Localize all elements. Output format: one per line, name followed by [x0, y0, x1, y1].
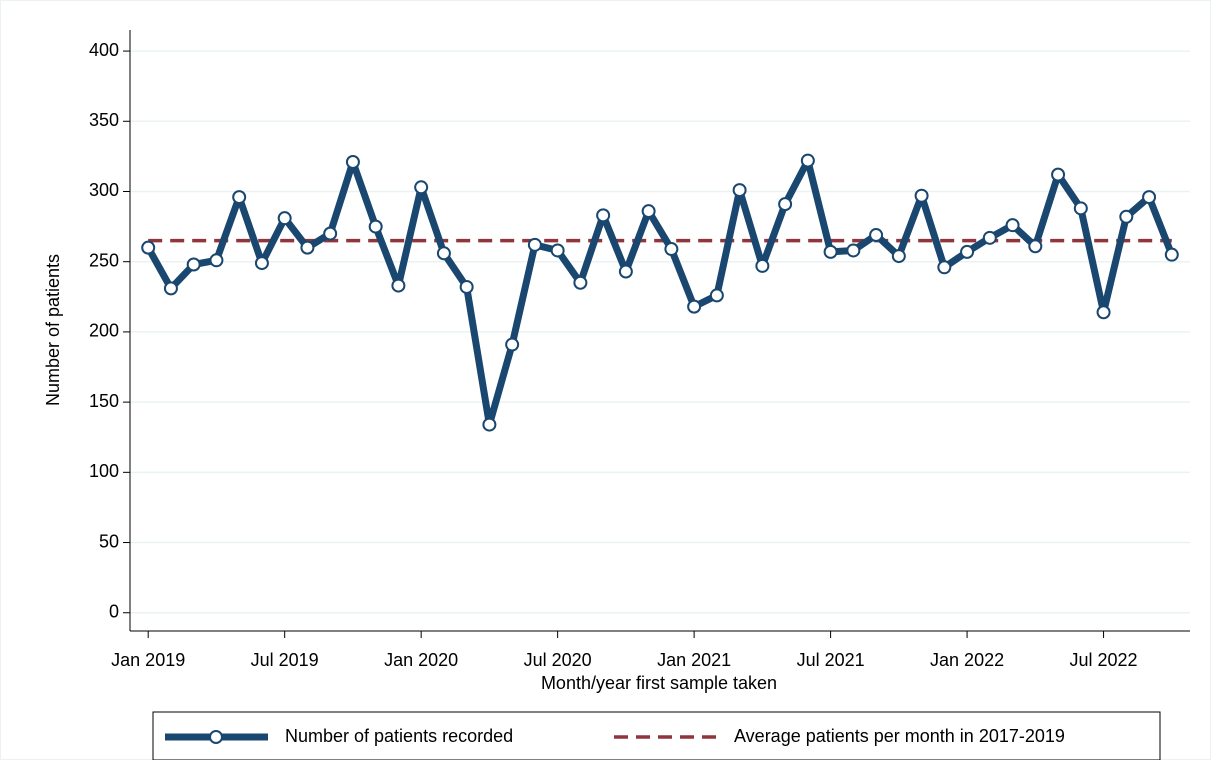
x-tick-label: Jan 2020: [384, 650, 458, 670]
point: [163, 281, 178, 296]
point: [800, 153, 815, 168]
x-tick-label: Jan 2021: [657, 650, 731, 670]
point: [186, 257, 201, 272]
point: [982, 230, 997, 245]
point: [505, 337, 520, 352]
point: [778, 197, 793, 212]
point: [368, 219, 383, 234]
point: [1119, 209, 1134, 224]
x-tick-label: Jul 2021: [797, 650, 865, 670]
y-tick-label: 200: [89, 321, 119, 341]
point: [1073, 201, 1088, 216]
point: [1096, 305, 1111, 320]
point: [937, 260, 952, 275]
point: [527, 237, 542, 252]
point: [550, 243, 565, 258]
point: [755, 258, 770, 273]
x-tick-label: Jul 2020: [524, 650, 592, 670]
point: [1164, 247, 1179, 262]
point: [914, 188, 929, 203]
legend-box: [152, 711, 1161, 760]
x-tick-label: Jul 2019: [251, 650, 319, 670]
point: [436, 246, 451, 261]
point: [209, 253, 224, 268]
point: [846, 243, 861, 258]
point: [1005, 218, 1020, 233]
y-tick-label: 100: [89, 461, 119, 481]
x-tick-label: Jul 2022: [1070, 650, 1138, 670]
point: [596, 208, 611, 223]
point: [618, 264, 633, 279]
point: [414, 180, 429, 195]
y-tick-label: 0: [109, 601, 119, 621]
point: [960, 244, 975, 259]
x-tick-label: Jan 2019: [111, 650, 185, 670]
x-tick-label: Jan 2022: [930, 650, 1004, 670]
point: [1028, 239, 1043, 254]
point: [254, 256, 269, 271]
point: [823, 244, 838, 259]
point: [573, 275, 588, 290]
point: [869, 228, 884, 243]
legend-label: Average patients per month in 2017-2019: [734, 726, 1065, 746]
point: [300, 240, 315, 255]
point: [277, 211, 292, 226]
point: [141, 240, 156, 255]
point: [232, 190, 247, 205]
point: [1142, 190, 1157, 205]
point: [891, 249, 906, 264]
y-tick-label: 300: [89, 180, 119, 200]
y-tick-label: 400: [89, 40, 119, 60]
point: [732, 183, 747, 198]
point: [641, 204, 656, 219]
point: [391, 278, 406, 293]
y-tick-label: 350: [89, 110, 119, 130]
y-tick-label: 250: [89, 250, 119, 270]
point: [1051, 167, 1066, 182]
y-axis-title: Number of patients: [43, 254, 63, 406]
point: [323, 226, 338, 241]
series-line: [145, 157, 1176, 429]
point: [482, 417, 497, 432]
legend-marker: [209, 730, 223, 744]
point: [687, 299, 702, 314]
point: [459, 279, 474, 294]
x-axis-title: Month/year first sample taken: [541, 673, 777, 693]
legend-label: Number of patients recorded: [285, 726, 513, 746]
y-tick-label: 50: [99, 531, 119, 551]
point: [709, 288, 724, 303]
point: [345, 154, 360, 169]
point: [664, 242, 679, 257]
y-tick-label: 150: [89, 391, 119, 411]
